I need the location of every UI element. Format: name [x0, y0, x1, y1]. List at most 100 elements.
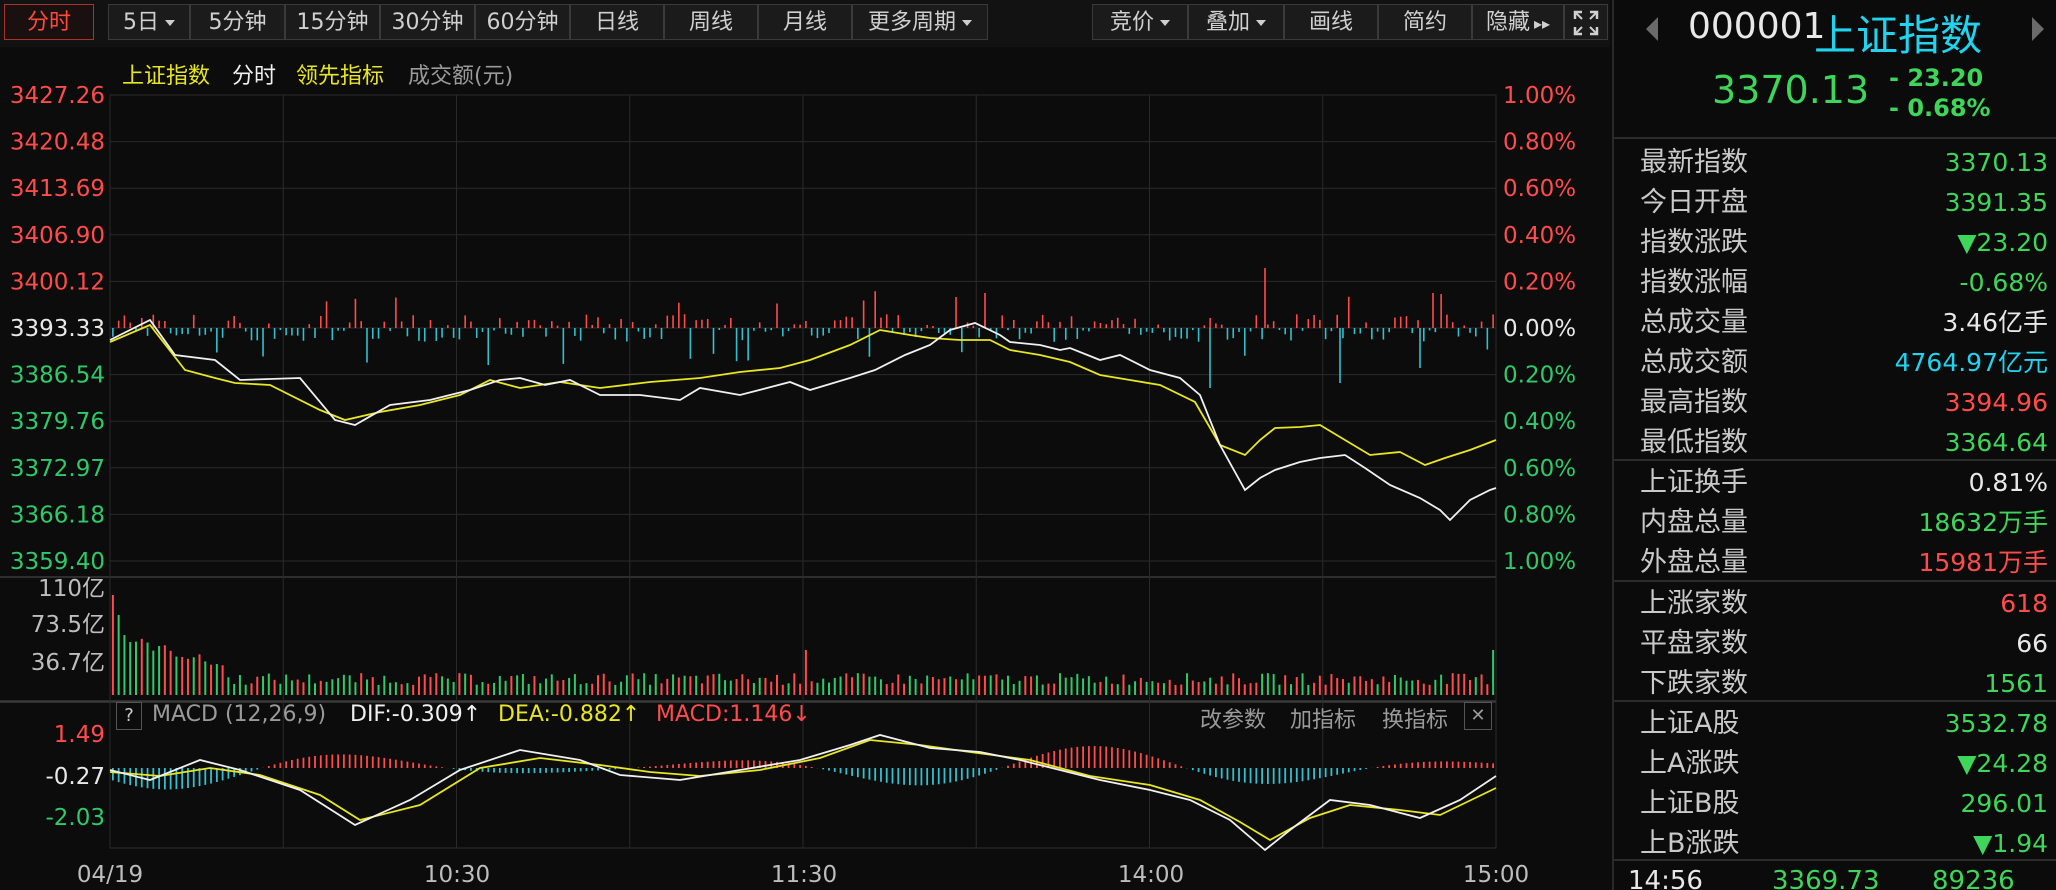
- period-tab-60min[interactable]: 60分钟: [475, 4, 570, 40]
- quote-row: 内盘总量 18632万手: [1614, 503, 2056, 543]
- pct-tick-label: 0.60%: [1503, 176, 1576, 202]
- quote-value: -0.68%: [1959, 268, 2048, 297]
- period-tab-weekly[interactable]: 周线: [664, 4, 758, 40]
- quote-label: 上A涨跌: [1640, 748, 1740, 779]
- tool-label: 简约: [1402, 10, 1447, 35]
- legend-mode: 分时: [232, 64, 277, 89]
- period-tab-fenshi[interactable]: 分时: [4, 4, 94, 40]
- stock-code: 000001: [1688, 6, 1826, 47]
- macd-tick-label: -2.03: [45, 805, 105, 831]
- price-tick-label: 3406.90: [10, 223, 105, 249]
- macd-help-button[interactable]: ?: [116, 702, 142, 730]
- close-indicator-button[interactable]: ✕: [1464, 702, 1492, 730]
- hide-button[interactable]: 隐藏 ▸▸: [1472, 4, 1564, 40]
- quote-value: 18632万手: [1918, 508, 2048, 537]
- legend-leading-indicator[interactable]: 领先指标: [296, 64, 385, 89]
- arrow-up-icon: ↑: [621, 702, 641, 727]
- period-tab-5day[interactable]: 5日: [108, 4, 190, 40]
- close-icon: ✕: [1470, 705, 1486, 726]
- price-tick-label: 3420.48: [10, 130, 105, 156]
- next-stock-button[interactable]: [2028, 14, 2048, 44]
- macd-title[interactable]: MACD (12,26,9): [152, 702, 327, 727]
- macd-tick-label: 1.49: [54, 722, 105, 748]
- quote-value: 66: [2016, 629, 2048, 658]
- pct-tick-label: 0.80%: [1503, 502, 1576, 528]
- fullscreen-button[interactable]: [1564, 4, 1608, 40]
- period-label: 更多周期: [867, 10, 956, 35]
- period-label: 月线: [782, 10, 827, 35]
- modify-params-button[interactable]: 改参数: [1200, 708, 1267, 733]
- intraday-chart[interactable]: 3427.26 3420.48 3413.69 3406.90 3400.12 3393.…: [0, 47, 1610, 890]
- pct-tick-label: 1.00%: [1503, 549, 1576, 575]
- volume-bars: [111, 595, 1495, 695]
- price-change: - 23.20: [1889, 64, 1984, 92]
- tool-label: 竞价: [1109, 10, 1154, 35]
- quote-value: 3.46亿手: [1942, 308, 2048, 337]
- price-tick-label: 3386.54: [10, 363, 105, 389]
- price-tick-label: 3393.33: [10, 316, 105, 342]
- period-tab-daily[interactable]: 日线: [570, 4, 664, 40]
- average-price-line: [109, 323, 1497, 466]
- price-tick-label: 3372.97: [10, 456, 105, 482]
- index-price-line: [109, 318, 1497, 522]
- quote-row: 上证A股 3532.78: [1614, 704, 2056, 744]
- quote-label: 平盘家数: [1640, 628, 1748, 659]
- tick-volume: 89236: [1932, 866, 2015, 890]
- quote-label: 下跌家数: [1640, 668, 1748, 699]
- period-label: 周线: [688, 10, 733, 35]
- auction-dropdown[interactable]: 竞价: [1092, 4, 1188, 40]
- tick-time: 14:56: [1628, 866, 1703, 890]
- pct-tick-label: 0.60%: [1503, 456, 1576, 482]
- pct-tick-label: 0.00%: [1503, 316, 1576, 342]
- current-price: 3370.13: [1712, 68, 1870, 112]
- period-label: 60分钟: [486, 10, 559, 35]
- macd-dea: DEA:-0.882↑: [498, 702, 640, 727]
- prev-stock-button[interactable]: [1642, 14, 1662, 44]
- macd-dif-value: DIF:-0.309: [350, 702, 463, 727]
- macd-macd-value: MACD:1.146: [656, 702, 793, 727]
- draw-line-button[interactable]: 画线: [1284, 4, 1378, 40]
- time-tick-label: 10:30: [424, 862, 490, 888]
- pct-tick-label: 0.40%: [1503, 223, 1576, 249]
- quote-row: 上证B股 296.01: [1614, 784, 2056, 824]
- volume-tick-label: 36.7亿: [31, 650, 105, 676]
- quote-label: 今日开盘: [1640, 187, 1748, 218]
- quote-value: 1561: [1984, 669, 2048, 698]
- period-tab-monthly[interactable]: 月线: [758, 4, 852, 40]
- chevron-down-icon: [1160, 20, 1170, 26]
- quote-label: 上证换手: [1640, 467, 1748, 498]
- tool-label: 叠加: [1205, 10, 1250, 35]
- quote-row: 指数涨幅 -0.68%: [1614, 263, 2056, 303]
- quote-label: 总成交额: [1640, 347, 1748, 378]
- arrow-down-icon: ↓: [792, 702, 811, 727]
- tool-label: 画线: [1308, 10, 1353, 35]
- quote-value: 0.81%: [1968, 468, 2048, 497]
- divider: [1614, 459, 2056, 461]
- more-periods-dropdown[interactable]: 更多周期: [852, 4, 988, 40]
- quote-value: 4764.97亿元: [1894, 348, 2048, 377]
- triangle-right-icon: [2032, 17, 2044, 41]
- quote-row: 最低指数 3364.64: [1614, 423, 2056, 463]
- legend-volume: 成交额(元): [408, 64, 514, 89]
- period-tab-30min[interactable]: 30分钟: [380, 4, 475, 40]
- overlay-dropdown[interactable]: 叠加: [1188, 4, 1284, 40]
- quote-row: 上证换手 0.81%: [1614, 463, 2056, 503]
- simple-mode-button[interactable]: 简约: [1378, 4, 1472, 40]
- period-tab-5min[interactable]: 5分钟: [190, 4, 285, 40]
- period-label: 日线: [594, 10, 639, 35]
- quote-label: 指数涨跌: [1640, 227, 1748, 258]
- quote-label: 上B涨跌: [1640, 828, 1740, 859]
- quote-row: 上涨家数 618: [1614, 584, 2056, 624]
- quote-value: 3532.78: [1944, 709, 2048, 738]
- chevron-down-icon: [1256, 20, 1266, 26]
- price-tick-label: 3413.69: [10, 176, 105, 202]
- period-tab-15min[interactable]: 15分钟: [285, 4, 380, 40]
- change-indicator-button[interactable]: 换指标: [1382, 708, 1449, 733]
- add-indicator-button[interactable]: 加指标: [1290, 708, 1357, 733]
- macd-lines: [109, 734, 1497, 852]
- tool-label: 隐藏: [1485, 10, 1530, 35]
- price-tick-label: 3359.40: [10, 549, 105, 575]
- time-tick-label: 14:00: [1118, 862, 1184, 888]
- quote-row: 总成交量 3.46亿手: [1614, 303, 2056, 343]
- help-icon: ?: [124, 705, 134, 726]
